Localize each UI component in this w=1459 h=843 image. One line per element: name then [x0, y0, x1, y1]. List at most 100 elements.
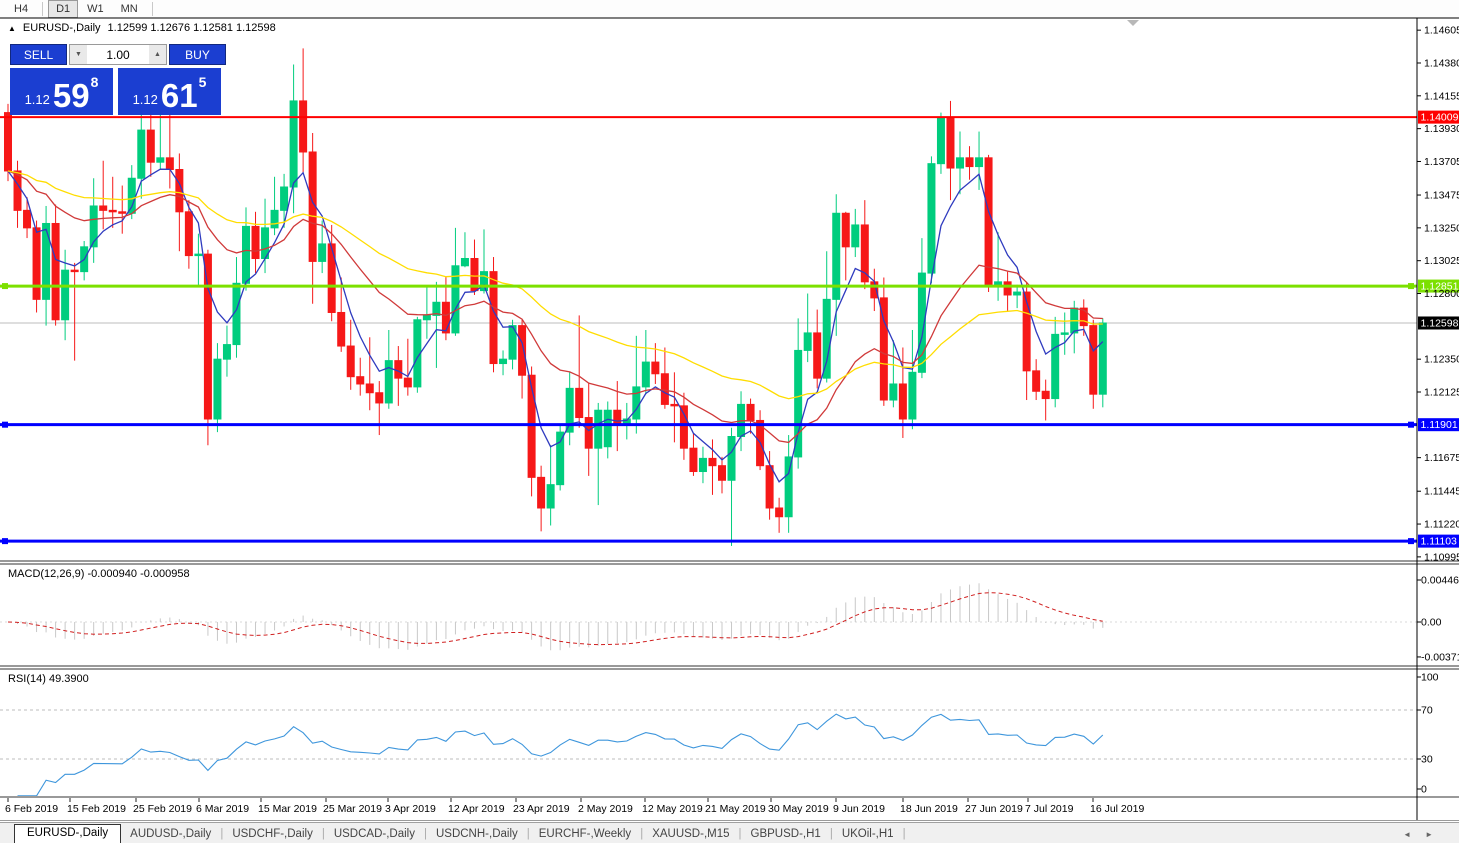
- timeframe-button-mn[interactable]: MN: [120, 3, 138, 15]
- svg-text:1.12851: 1.12851: [1421, 281, 1459, 293]
- candle: [23, 209, 32, 229]
- volume-input[interactable]: [87, 45, 149, 64]
- candle: [927, 163, 936, 274]
- sell-price-point: 8: [90, 74, 99, 90]
- sell-button[interactable]: SELL: [10, 44, 67, 65]
- tab-scroll-left-icon[interactable]: ◄: [1403, 830, 1412, 839]
- svg-text:25 Mar 2019: 25 Mar 2019: [323, 803, 382, 815]
- tab-usdcnh-daily[interactable]: USDCNH-,Daily: [435, 828, 518, 840]
- candle: [660, 373, 669, 405]
- candle: [965, 157, 974, 168]
- candle: [289, 100, 298, 188]
- candle: [13, 170, 22, 211]
- svg-text:27 Jun 2019: 27 Jun 2019: [965, 803, 1023, 815]
- candle: [889, 383, 898, 401]
- svg-text:1.12800: 1.12800: [1424, 288, 1459, 300]
- tab-eurusd-daily[interactable]: EURUSD-,Daily: [14, 824, 122, 843]
- tab-separator: |: [321, 828, 325, 840]
- candle: [727, 436, 736, 481]
- buy-price-box[interactable]: 1.12 61 5: [118, 68, 221, 115]
- svg-text:3 Apr 2019: 3 Apr 2019: [385, 803, 436, 815]
- volume-increase-icon[interactable]: ▲: [149, 45, 166, 64]
- svg-text:1.11103: 1.11103: [1421, 536, 1458, 548]
- svg-text:1.11675: 1.11675: [1424, 452, 1459, 464]
- tab-eurchf-weekly[interactable]: EURCHF-,Weekly: [538, 828, 632, 840]
- svg-text:1.13930: 1.13930: [1424, 123, 1459, 135]
- candle: [365, 383, 374, 394]
- candle: [946, 117, 955, 169]
- chart-shift-marker-icon[interactable]: [1127, 20, 1139, 26]
- candle: [375, 392, 384, 404]
- tab-xauusd-m15[interactable]: XAUUSD-,M15: [652, 828, 730, 840]
- main-price-pane[interactable]: [0, 48, 1417, 546]
- rsi-pane[interactable]: [0, 709, 1417, 796]
- candle: [975, 157, 984, 168]
- candle: [689, 447, 698, 473]
- price-axis-label: [1418, 316, 1459, 330]
- svg-text:7 Jul 2019: 7 Jul 2019: [1025, 803, 1074, 815]
- tab-usdcad-daily[interactable]: USDCAD-,Daily: [333, 828, 415, 840]
- candle: [108, 209, 117, 213]
- candle: [841, 212, 850, 248]
- candle: [613, 409, 622, 426]
- candle: [679, 405, 688, 449]
- candle: [632, 386, 641, 420]
- price-axis-label: [1418, 418, 1459, 432]
- candle: [746, 403, 755, 421]
- candle: [51, 222, 60, 321]
- svg-text:15 Feb 2019: 15 Feb 2019: [67, 803, 126, 815]
- timeframe-button-h4[interactable]: H4: [14, 3, 29, 15]
- candle: [518, 325, 527, 376]
- candle: [851, 224, 860, 248]
- svg-text:-0.003715: -0.003715: [1421, 651, 1459, 663]
- tab-separator: |: [829, 828, 833, 840]
- tab-scroll-right-icon[interactable]: ►: [1425, 830, 1433, 839]
- svg-text:30 May 2019: 30 May 2019: [768, 803, 829, 815]
- tab-gbpusd-h1[interactable]: GBPUSD-,H1: [750, 828, 821, 840]
- svg-text:1.11220: 1.11220: [1424, 519, 1459, 531]
- svg-text:70: 70: [1421, 705, 1433, 717]
- candle: [527, 374, 536, 478]
- timeframe-button-w1[interactable]: W1: [87, 3, 104, 15]
- candle: [546, 484, 555, 509]
- sell-price-box[interactable]: 1.12 59 8: [10, 68, 113, 115]
- tab-separator: |: [738, 828, 742, 840]
- macd-pane[interactable]: [0, 583, 1417, 651]
- svg-text:1.10995: 1.10995: [1424, 551, 1459, 563]
- candle: [61, 269, 70, 321]
- candle: [1051, 333, 1060, 400]
- candle: [803, 332, 812, 351]
- candle: [403, 377, 412, 388]
- svg-text:6 Feb 2019: 6 Feb 2019: [5, 803, 58, 815]
- volume-decrease-icon[interactable]: ▼: [70, 45, 87, 64]
- candle: [860, 224, 869, 283]
- svg-text:1.14009: 1.14009: [1421, 112, 1459, 124]
- collapse-panel-icon[interactable]: ▲: [8, 23, 16, 33]
- candle: [222, 344, 231, 360]
- svg-text:0: 0: [1421, 784, 1427, 796]
- tab-audusd-daily[interactable]: AUDUSD-,Daily: [130, 828, 212, 840]
- svg-text:1.13705: 1.13705: [1424, 156, 1459, 168]
- sell-price-pips: 59: [52, 76, 90, 114]
- svg-text:1.14155: 1.14155: [1424, 90, 1459, 102]
- svg-text:18 Jun 2019: 18 Jun 2019: [900, 803, 958, 815]
- tab-ukoil-h1[interactable]: UKOil-,H1: [841, 828, 894, 840]
- svg-text:30: 30: [1421, 754, 1433, 766]
- buy-button[interactable]: BUY: [169, 44, 226, 65]
- candle: [936, 117, 945, 165]
- buy-price-prefix: 1.12: [132, 92, 158, 107]
- svg-text:1.12598: 1.12598: [1421, 317, 1459, 329]
- candle: [280, 186, 289, 211]
- candle: [118, 211, 127, 214]
- candle: [1032, 370, 1041, 392]
- tab-separator: |: [220, 828, 224, 840]
- tab-separator: |: [526, 828, 530, 840]
- tab-usdchf-daily[interactable]: USDCHF-,Daily: [232, 828, 313, 840]
- svg-text:0.00: 0.00: [1421, 617, 1442, 629]
- candle: [318, 243, 327, 262]
- candle: [1089, 325, 1098, 395]
- candle: [565, 387, 574, 433]
- candle: [156, 157, 165, 163]
